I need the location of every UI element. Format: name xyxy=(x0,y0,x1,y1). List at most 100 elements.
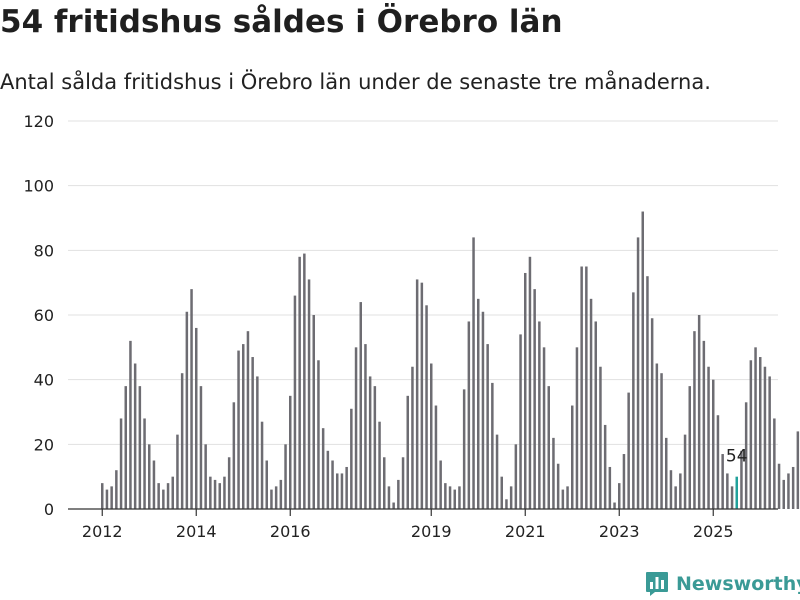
bar xyxy=(467,321,471,509)
bar xyxy=(740,450,743,509)
bar xyxy=(702,340,706,509)
brand-logo: Newsworthy xyxy=(645,569,800,599)
bar xyxy=(697,315,701,509)
bar xyxy=(265,460,268,509)
bar xyxy=(472,237,475,509)
bar xyxy=(289,395,292,509)
bar xyxy=(204,444,207,509)
bar xyxy=(599,366,602,509)
bar xyxy=(716,415,720,509)
bar xyxy=(646,276,649,509)
x-axis: 2012 2014 2016 2019 2021 2023 2025 xyxy=(68,508,778,541)
x-tick-label: 2014 xyxy=(176,522,217,541)
bar xyxy=(594,321,597,509)
bar xyxy=(364,344,367,509)
bar xyxy=(251,357,254,509)
bar xyxy=(636,237,640,509)
bar xyxy=(650,318,654,509)
bar xyxy=(246,331,250,509)
bar xyxy=(129,340,132,509)
bar xyxy=(430,363,433,509)
bar xyxy=(674,486,677,509)
bar xyxy=(707,366,710,509)
bar xyxy=(759,357,762,509)
bar xyxy=(321,428,325,509)
bar xyxy=(124,386,127,509)
bar xyxy=(542,347,546,509)
bar-chart: 0 20 40 60 80 100 120 2012 2014 2016 2019 2021 2023… xyxy=(23,112,800,541)
bar xyxy=(317,360,320,509)
bar xyxy=(101,483,104,509)
bar xyxy=(730,486,734,509)
bar xyxy=(171,476,174,509)
bar xyxy=(556,463,560,509)
bar xyxy=(712,379,715,509)
bar xyxy=(481,311,485,509)
bar xyxy=(359,302,362,509)
bar xyxy=(138,386,142,509)
bar xyxy=(143,418,146,509)
bar xyxy=(133,363,137,509)
bar xyxy=(218,483,221,509)
bar xyxy=(420,282,424,509)
bar xyxy=(641,211,644,510)
x-tick-label: 2016 xyxy=(270,522,311,541)
bar-highlight xyxy=(735,476,738,509)
bar xyxy=(693,331,696,509)
bar xyxy=(768,376,771,509)
bar xyxy=(213,479,217,509)
bar xyxy=(688,386,691,509)
bar xyxy=(603,424,607,509)
bars xyxy=(101,211,800,510)
bar xyxy=(439,460,442,509)
bar xyxy=(331,460,334,509)
bar xyxy=(227,457,231,509)
bar xyxy=(425,305,428,509)
bar xyxy=(448,486,452,509)
x-tick-label: 2019 xyxy=(411,522,452,541)
bar xyxy=(726,473,729,509)
bar xyxy=(528,256,532,509)
bar xyxy=(571,405,574,509)
brand-name: Newsworthy xyxy=(676,573,800,595)
bar xyxy=(105,489,109,509)
bar xyxy=(580,266,583,509)
bar xyxy=(585,266,588,509)
bar xyxy=(326,450,330,509)
bar xyxy=(303,253,306,509)
bar xyxy=(368,376,372,509)
bar xyxy=(679,473,682,509)
data-labels: 54 xyxy=(726,447,748,467)
chart-title: 54 fritidshus såldes i Örebro län xyxy=(0,4,563,40)
bar xyxy=(547,386,550,509)
bar xyxy=(618,483,621,509)
bar xyxy=(660,373,663,509)
bar xyxy=(632,292,635,509)
bar xyxy=(392,502,395,509)
bar xyxy=(444,483,447,509)
bar xyxy=(148,444,151,509)
bar xyxy=(383,457,386,509)
x-tick-label: 2023 xyxy=(599,522,640,541)
bar xyxy=(627,392,630,509)
bar xyxy=(796,431,800,509)
x-tick-label: 2021 xyxy=(505,522,546,541)
y-tick-label: 40 xyxy=(34,371,54,390)
bar xyxy=(401,457,405,509)
bar xyxy=(524,272,527,509)
chart-subtitle: Antal sålda fritidshus i Örebro län unde… xyxy=(0,70,711,94)
bar xyxy=(763,366,767,509)
bar xyxy=(514,444,518,509)
x-tick-label: 2025 xyxy=(693,522,734,541)
bar xyxy=(791,466,795,509)
bar xyxy=(453,489,456,509)
bar xyxy=(683,434,687,509)
y-tick-label: 20 xyxy=(34,435,54,454)
bar xyxy=(622,454,626,509)
bar xyxy=(477,298,480,509)
bar xyxy=(373,386,377,509)
bar xyxy=(613,502,616,509)
bar xyxy=(274,486,278,509)
bar xyxy=(270,489,273,509)
bar xyxy=(312,315,315,509)
